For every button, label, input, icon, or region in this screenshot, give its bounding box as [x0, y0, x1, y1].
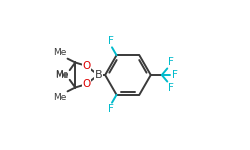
Text: Me: Me [54, 93, 67, 102]
Text: F: F [168, 83, 174, 93]
Text: O: O [82, 61, 90, 71]
Text: Me: Me [54, 48, 67, 57]
Text: F: F [168, 57, 174, 67]
Text: O: O [82, 79, 90, 89]
Text: Me: Me [56, 71, 69, 80]
Text: F: F [108, 104, 114, 114]
Text: F: F [108, 36, 114, 46]
Text: F: F [172, 70, 177, 80]
Text: Me: Me [56, 70, 69, 79]
Text: B: B [94, 70, 102, 80]
